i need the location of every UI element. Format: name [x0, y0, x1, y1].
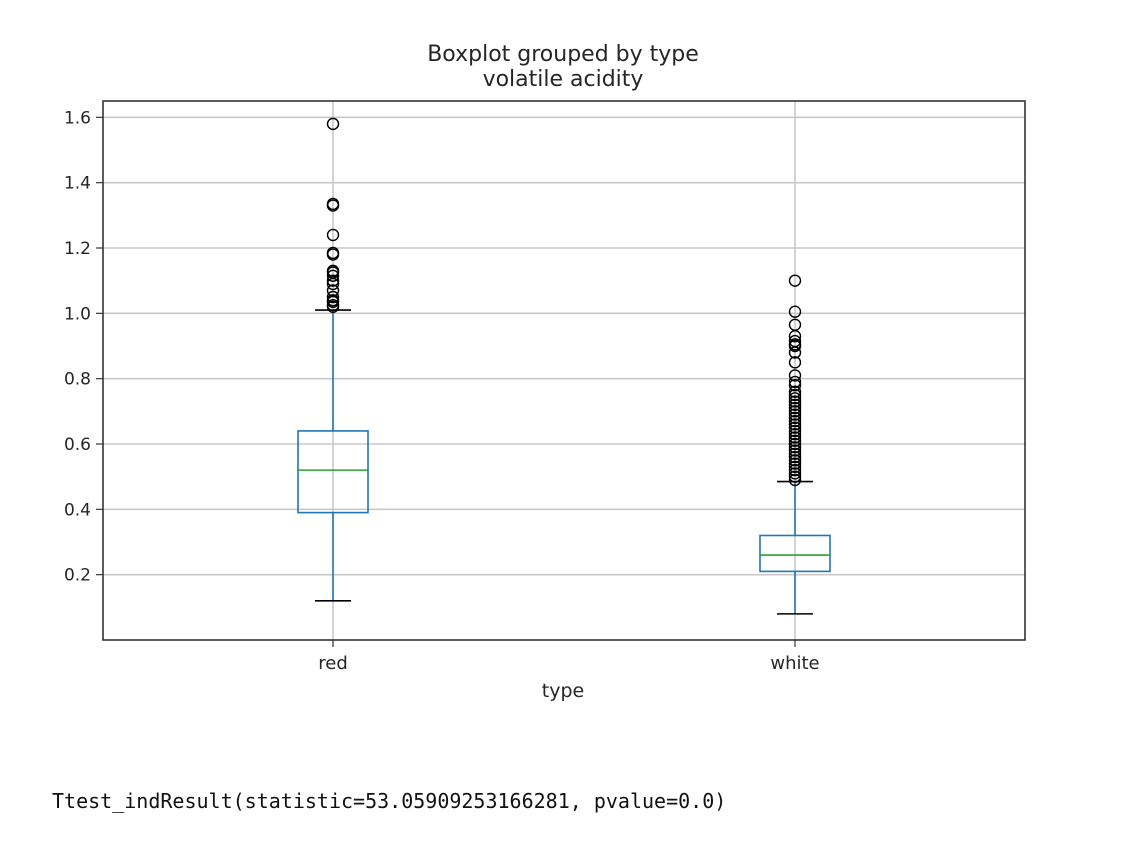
outlier-point — [788, 473, 802, 487]
outlier-point — [788, 334, 802, 348]
outlier-point — [788, 441, 802, 454]
outlier-point — [788, 460, 802, 474]
outlier-point — [788, 434, 802, 447]
outlier-point — [788, 454, 802, 467]
y-tick-label: 1.2 — [64, 239, 91, 259]
ttest-result-output: Ttest_indResult(statistic=53.05909253166… — [52, 789, 727, 813]
box-red — [297, 117, 369, 602]
outlier-point — [788, 405, 802, 418]
outlier-point — [326, 290, 340, 304]
outlier-point — [788, 457, 802, 470]
iqr-box — [297, 430, 369, 514]
outlier-point — [788, 338, 802, 351]
outlier-point — [788, 447, 802, 460]
outlier-point — [326, 274, 340, 287]
y-tick-label: 1.0 — [64, 304, 91, 324]
outlier-point — [788, 424, 802, 438]
outlier-point — [326, 284, 340, 297]
outlier-point — [788, 369, 802, 382]
outlier-point — [788, 356, 802, 369]
outlier-point — [788, 274, 802, 287]
outlier-point — [788, 431, 802, 444]
outlier-point — [788, 463, 802, 477]
chart-title: Boxplot grouped by type — [427, 42, 699, 67]
outlier-point — [788, 392, 802, 405]
outlier-point — [788, 414, 802, 428]
outlier-point — [788, 444, 802, 457]
y-tick-label: 1.4 — [64, 174, 91, 194]
y-tick-label: 1.6 — [64, 108, 91, 128]
outlier-point — [788, 395, 802, 408]
x-axis-label: type — [542, 680, 584, 702]
grid-lines — [103, 101, 1025, 640]
outlier-point — [788, 379, 802, 392]
x-tick-label: red — [318, 653, 348, 674]
chart-subtitle: volatile acidity — [483, 67, 644, 92]
outlier-point — [788, 421, 802, 434]
plot-frame — [102, 100, 1026, 641]
outlier-point — [788, 418, 802, 431]
outlier-point — [326, 197, 340, 211]
outlier-point — [326, 294, 340, 307]
y-tick-label: 0.6 — [64, 435, 91, 455]
outlier-point — [788, 401, 802, 415]
outlier-point — [788, 470, 802, 483]
box-white — [759, 274, 831, 615]
outlier-point — [326, 264, 340, 278]
outlier-point — [788, 408, 802, 421]
outlier-point — [788, 467, 802, 480]
outlier-point — [326, 298, 340, 312]
y-tick-label: 0.4 — [64, 500, 91, 520]
outlier-point — [326, 269, 340, 282]
outlier-point — [788, 398, 802, 411]
y-tick-label: 0.8 — [64, 370, 91, 390]
outlier-point — [326, 228, 340, 242]
y-tick-label: 0.2 — [64, 566, 91, 586]
boxplot-chart: 0.2 0.4 0.6 0.8 1.0 1.2 1.4 1.6 red white Boxplo… — [64, 42, 1026, 702]
boxes — [297, 117, 831, 615]
outlier-point — [788, 385, 802, 398]
outlier-point — [326, 117, 340, 131]
outlier-point — [788, 437, 802, 451]
y-axis: 0.2 0.4 0.6 0.8 1.0 1.2 1.4 1.6 — [64, 108, 103, 586]
outlier-point — [788, 388, 802, 402]
outlier-point — [788, 375, 802, 389]
outlier-point — [788, 305, 802, 318]
x-tick-label: white — [770, 653, 819, 674]
outlier-point — [788, 411, 802, 425]
outlier-point — [326, 246, 340, 260]
outlier-point — [788, 450, 802, 464]
outlier-point — [788, 428, 802, 441]
iqr-box — [759, 534, 831, 573]
x-axis: red white — [318, 640, 820, 674]
outlier-point — [788, 318, 802, 331]
